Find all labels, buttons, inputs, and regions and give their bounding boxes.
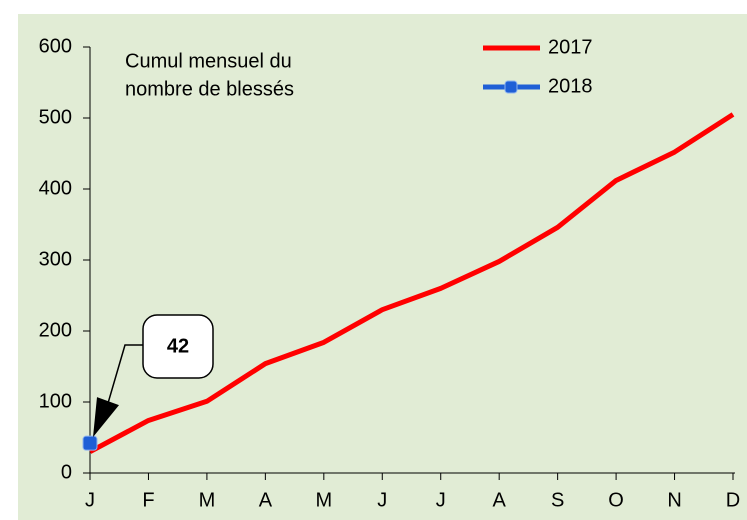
background bbox=[18, 14, 747, 520]
y-tick-label: 600 bbox=[39, 35, 72, 57]
x-tick-label: J bbox=[436, 489, 446, 511]
x-tick-label: D bbox=[726, 489, 740, 511]
data-label: 42 bbox=[167, 335, 189, 357]
chart-title: Cumul mensuel du bbox=[125, 50, 292, 72]
y-tick-label: 100 bbox=[39, 390, 72, 412]
y-tick-label: 200 bbox=[39, 319, 72, 341]
x-tick-label: A bbox=[493, 489, 507, 511]
y-tick-label: 500 bbox=[39, 106, 72, 128]
chart-title: nombre de blessés bbox=[125, 78, 294, 100]
callout-box bbox=[142, 314, 214, 379]
x-tick-label: F bbox=[142, 489, 154, 511]
x-tick-label: S bbox=[551, 489, 564, 511]
x-tick-label: J bbox=[377, 489, 387, 511]
series-line bbox=[88, 112, 735, 454]
legend-label: 2018 bbox=[548, 75, 593, 97]
callout-arrowhead bbox=[93, 397, 119, 438]
x-tick-label: M bbox=[199, 489, 216, 511]
y-tick-label: 0 bbox=[61, 461, 72, 483]
series-marker bbox=[82, 435, 98, 451]
x-tick-label: N bbox=[667, 489, 681, 511]
callout-arrow bbox=[107, 344, 143, 404]
y-tick-label: 300 bbox=[39, 248, 72, 270]
y-tick-label: 400 bbox=[39, 177, 72, 199]
x-tick-label: J bbox=[85, 489, 95, 511]
x-tick-label: O bbox=[608, 489, 624, 511]
legend-marker bbox=[504, 80, 518, 94]
x-tick-label: A bbox=[259, 489, 273, 511]
legend-label: 2017 bbox=[548, 36, 593, 58]
x-tick-label: M bbox=[315, 489, 332, 511]
